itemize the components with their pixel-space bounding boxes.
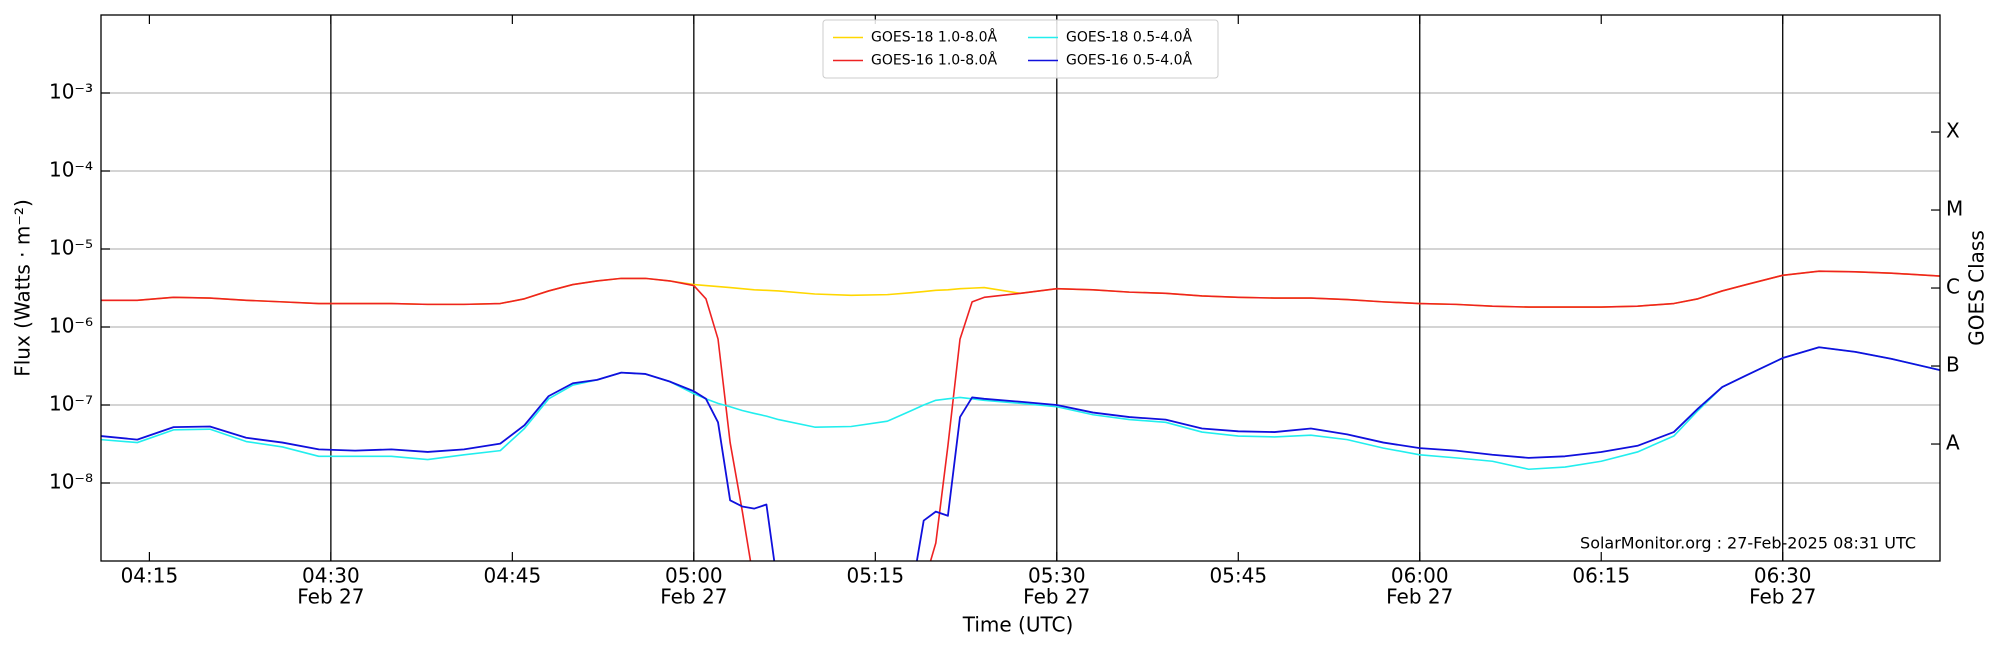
x-tick-label: 05:00 xyxy=(665,564,723,588)
legend-label: GOES-16 0.5-4.0Å xyxy=(1066,52,1192,69)
series-line xyxy=(101,270,1940,561)
y2-axis-label: GOES Class xyxy=(1965,230,1989,346)
y-axis-label: Flux (Watts · m⁻²) xyxy=(11,199,35,377)
legend-label: GOES-18 0.5-4.0Å xyxy=(1066,29,1192,46)
y-tick-label: 10⁻³ xyxy=(49,80,93,104)
x-axis-label: Time (UTC) xyxy=(962,613,1074,637)
x-tick-label: 05:30 xyxy=(1028,564,1086,588)
y-tick-label: 10⁻⁸ xyxy=(49,470,93,494)
x-tick-label: Feb 27 xyxy=(1386,585,1453,609)
x-tick-label: Feb 27 xyxy=(660,585,727,609)
x-tick-label: 04:15 xyxy=(121,564,179,588)
series-line xyxy=(101,346,1940,471)
y2-tick-label: M xyxy=(1946,197,1963,221)
x-tick-label: 06:00 xyxy=(1391,564,1449,588)
annotation: SolarMonitor.org : 27-Feb-2025 08:31 UTC xyxy=(1580,534,1916,553)
x-tick-label: Feb 27 xyxy=(1749,585,1816,609)
legend: GOES-18 1.0-8.0Å GOES-16 1.0-8.0Å GOES-18 … xyxy=(822,19,1219,79)
y-tick-label: 10⁻⁶ xyxy=(49,314,93,338)
y2-tick-label: A xyxy=(1946,431,1960,455)
x-tick-label: 05:45 xyxy=(1209,564,1267,588)
x-tick-label: 06:15 xyxy=(1572,564,1630,588)
y-tick-label: 10⁻⁷ xyxy=(49,392,93,416)
x-tick-label: 04:30 xyxy=(302,564,360,588)
x-tick-label: Feb 27 xyxy=(297,585,364,609)
y-tick-label: 10⁻⁴ xyxy=(49,158,93,182)
x-tick-label: 04:45 xyxy=(484,564,542,588)
legend-box xyxy=(822,19,1219,79)
series-line xyxy=(101,346,1940,561)
plot-lines xyxy=(101,270,1940,561)
y2-tick-label: X xyxy=(1946,119,1960,143)
grid xyxy=(101,15,1940,561)
y-tick-label: 10⁻⁵ xyxy=(49,236,93,260)
x-tick-label: 05:15 xyxy=(846,564,904,588)
y2-tick-label: C xyxy=(1946,275,1960,299)
y2-tick-label: B xyxy=(1946,353,1960,377)
legend-label: GOES-16 1.0-8.0Å xyxy=(871,52,997,69)
x-tick-label: 06:30 xyxy=(1754,564,1812,588)
legend-label: GOES-18 1.0-8.0Å xyxy=(871,29,997,46)
x-tick-label: Feb 27 xyxy=(1023,585,1090,609)
